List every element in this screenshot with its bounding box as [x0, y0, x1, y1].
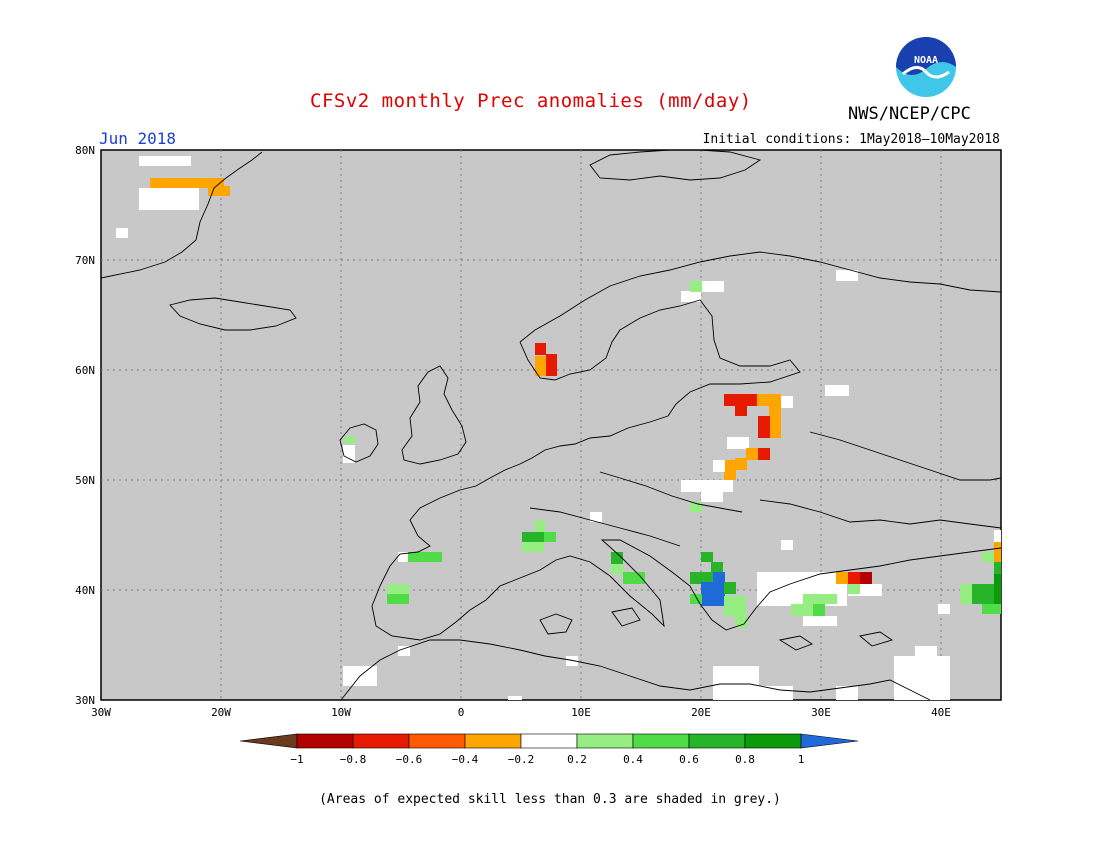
colorbar-segment: [464, 733, 522, 749]
lat-tick-label: 40N: [75, 584, 95, 597]
colorbar-max-arrow: [800, 733, 859, 749]
lon-tick-label: 30W: [91, 706, 111, 719]
noaa-logo: NOAA: [896, 37, 956, 97]
colorbar-label: −0.4: [452, 753, 479, 766]
lon-tick-label: 30E: [811, 706, 831, 719]
lon-tick-label: 0: [458, 706, 465, 719]
colorbar-min-arrow: [239, 733, 298, 749]
colorbar-label: −0.2: [508, 753, 535, 766]
map-frame: [100, 149, 1002, 701]
lon-tick-label: 10W: [331, 706, 351, 719]
colorbar-label: −0.8: [340, 753, 367, 766]
lat-tick-label: 60N: [75, 364, 95, 377]
colorbar-segment: [744, 733, 802, 749]
lat-tick-label: 50N: [75, 474, 95, 487]
colorbar-segment: [576, 733, 634, 749]
colorbar-segment: [408, 733, 466, 749]
lon-tick-label: 10E: [571, 706, 591, 719]
colorbar: −1 −0.8 −0.6 −0.4 −0.2 0.2 0.4 0.6 0.8 1: [239, 733, 859, 766]
europe-anomaly-map: 80N 70N 60N 50N 40N 30N 30W 20W 10W 0 10…: [75, 144, 1002, 719]
lon-tick-label: 20E: [691, 706, 711, 719]
coastlines: [100, 149, 1002, 701]
lat-tick-label: 80N: [75, 144, 95, 157]
lat-tick-label: 30N: [75, 694, 95, 707]
colorbar-segment: [688, 733, 746, 749]
lat-axis-labels: 80N 70N 60N 50N 40N 30N: [75, 144, 95, 707]
forecast-month: Jun 2018: [99, 129, 177, 148]
lon-tick-label: 20W: [211, 706, 231, 719]
colorbar-label: 0.4: [623, 753, 643, 766]
lon-axis-labels: 30W 20W 10W 0 10E 20E 30E 40E: [91, 706, 951, 719]
colorbar-label: 0.6: [679, 753, 699, 766]
colorbar-label: 0.8: [735, 753, 755, 766]
colorbar-label: 1: [798, 753, 805, 766]
lon-tick-label: 40E: [931, 706, 951, 719]
skill-footnote: (Areas of expected skill less than 0.3 a…: [319, 792, 781, 807]
anomaly-cells: [116, 156, 1001, 700]
colorbar-segment: [632, 733, 690, 749]
colorbar-segment: [352, 733, 410, 749]
colorbar-label: −1: [290, 753, 303, 766]
lat-tick-label: 70N: [75, 254, 95, 267]
map-title: CFSv2 monthly Prec anomalies (mm/day): [310, 90, 752, 112]
agency-label: NWS/NCEP/CPC: [848, 104, 971, 124]
colorbar-label: 0.2: [567, 753, 587, 766]
colorbar-segment: [296, 733, 354, 749]
colorbar-label: −0.6: [396, 753, 423, 766]
noaa-logo-text: NOAA: [914, 55, 938, 66]
initial-conditions: Initial conditions: 1May2018—10May2018: [702, 132, 1000, 147]
colorbar-segment: [520, 733, 578, 749]
